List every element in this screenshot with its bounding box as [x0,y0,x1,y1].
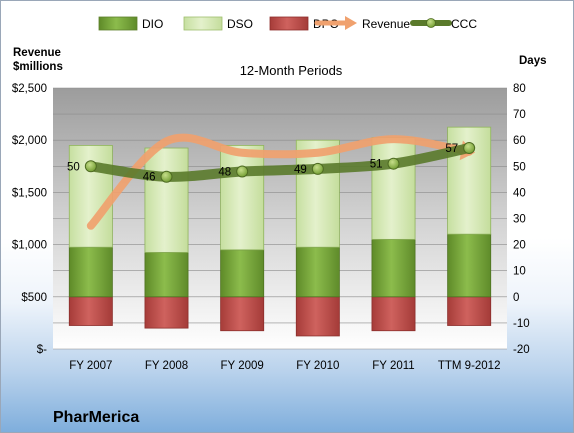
right-tick-label: 80 [513,83,526,95]
legend: DIO DSO DPO Revenue CCC [98,16,477,31]
ccc-marker [84,160,97,173]
ccc-data-label: 57 [445,143,458,155]
left-tick-label: $- [37,344,47,356]
ccc-marker [463,142,476,155]
category-labels: FY 2007 FY 2008 FY 2009 FY 2010 FY 2011 TTM 9… [69,360,500,372]
bar-dpo [220,296,265,332]
bar-dio [144,252,189,298]
left-tick-label: $1,000 [12,240,47,252]
left-tick-label: $1,500 [12,187,47,199]
bar-dso [220,145,265,251]
category-label: FY 2011 [372,360,414,372]
bar-dpo [144,296,189,329]
ccc-data-label: 51 [370,159,383,171]
ccc-marker [236,165,249,178]
bar-dio [220,249,265,298]
category-label: TTM 9-2012 [438,360,501,372]
bar-dio [68,246,113,298]
right-tick-label: 50 [513,161,526,173]
left-tick-label: $2,000 [12,135,47,147]
chart-title: 12-Month Periods [240,63,343,78]
bars [68,126,492,337]
bar-dso [371,137,416,240]
bar-dio [371,238,416,298]
bar-dso [295,139,340,248]
ccc-marker [160,170,173,183]
bar-dio [295,246,340,298]
legend-swatch-dpo [269,16,309,31]
left-axis-title-line1: Revenue [13,47,61,59]
legend-label-revenue: Revenue [362,17,410,31]
right-tick-label: 10 [513,266,526,278]
revenue-line [86,133,474,230]
left-axis-ticks: $- $500 $1,000 $1,500 $2,000 $2,500 [12,83,47,356]
legend-swatch-dso [183,16,223,31]
legend-label-dso: DSO [227,17,253,31]
legend-swatch-dio [98,16,138,31]
category-label: FY 2008 [145,360,188,372]
right-axis-ticks: -20 -10 0 10 20 30 40 50 60 70 80 [513,83,530,356]
left-tick-label: $2,500 [12,83,47,95]
legend-label-ccc: CCC [451,17,477,31]
bar-dpo [295,296,340,337]
category-label: FY 2007 [69,360,112,372]
ccc-data-label: 46 [143,172,156,184]
right-tick-label: 40 [513,187,526,199]
right-tick-label: -10 [513,318,530,330]
right-tick-label: -20 [513,344,530,356]
right-tick-label: 20 [513,240,526,252]
legend-label-dio: DIO [142,17,163,31]
category-label: FY 2009 [221,360,264,372]
bar-dso [144,147,189,253]
bar-dpo [68,296,113,326]
legend-swatch-revenue [314,16,357,30]
right-tick-label: 30 [513,214,526,226]
legend-swatch-ccc [410,18,452,28]
left-axis-title-line2: $millions [13,61,63,73]
ccc-marker [311,162,324,175]
ccc-data-label: 49 [294,164,307,176]
category-label: FY 2010 [296,360,339,372]
bar-dpo [447,296,492,326]
ccc-line [85,143,475,182]
ccc-data-label: 50 [67,161,80,173]
right-tick-label: 0 [513,292,519,304]
bar-dpo [371,296,416,332]
right-axis-title: Days [519,55,547,67]
left-tick-label: $500 [21,292,47,304]
ccc-series: 50 46 48 49 51 57 [67,142,476,184]
ccc-data-label: 48 [218,167,231,179]
right-tick-label: 60 [513,135,526,147]
right-tick-label: 70 [513,109,526,121]
ccc-marker [387,157,400,170]
bar-dio [447,233,492,298]
company-name: PharMerica [53,409,139,426]
